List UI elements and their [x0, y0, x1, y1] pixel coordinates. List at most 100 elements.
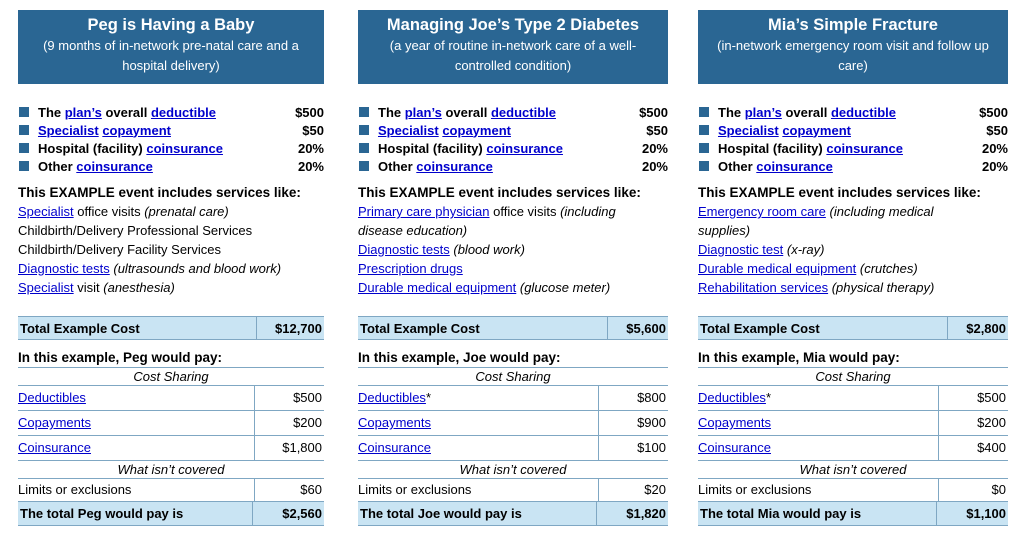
diagnostic-tests-link[interactable]: Diagnostic tests	[358, 242, 450, 257]
deductible-link[interactable]: deductible	[490, 104, 556, 120]
copayments-link[interactable]: Copayments	[698, 415, 771, 430]
square-bullet-icon	[699, 161, 709, 171]
limits-label: Limits or exclusions	[18, 482, 132, 497]
diagnostic-tests-link[interactable]: Diagnostic tests	[18, 261, 110, 276]
coinsurance-link[interactable]: Coinsurance	[698, 440, 771, 455]
cost-sharing-label: Cost Sharing	[698, 368, 1008, 386]
deductible-link[interactable]: deductible	[830, 104, 896, 120]
deductibles-link[interactable]: Deductibles	[698, 390, 766, 405]
event-line: supplies)	[698, 223, 751, 238]
prescription-drugs-link[interactable]: Prescription drugs	[358, 261, 463, 276]
event-line: Durable medical equipment (crutches)	[698, 261, 918, 276]
coinsurance-link[interactable]: coinsurance	[486, 140, 563, 156]
total-cost-value: $2,800	[947, 317, 1006, 339]
cost-row-deductibles: Deductibles* $800	[358, 386, 668, 411]
total-pay-value: $1,820	[596, 502, 666, 525]
event-line: Specialist visit (anesthesia)	[18, 280, 175, 295]
coinsurance-link[interactable]: Coinsurance	[358, 440, 431, 455]
plan-summary: The plan’s overall deductible $500 Speci…	[698, 103, 1008, 175]
copayment-link[interactable]: copayment	[782, 122, 851, 138]
rehabilitation-link[interactable]: Rehabilitation services	[698, 280, 829, 295]
limits-row: Limits or exclusions $60	[18, 479, 324, 502]
durable-equipment-link[interactable]: Durable medical equipment	[358, 280, 517, 295]
plan-summary: The plan’s overall deductible $500 Speci…	[358, 103, 668, 175]
coinsurance-link[interactable]: coinsurance	[756, 158, 833, 174]
plan-value: $50	[986, 122, 1008, 138]
deductible-link[interactable]: deductible	[150, 104, 216, 120]
deductibles-value: $800	[598, 386, 668, 410]
not-covered-label: What isn’t covered	[698, 461, 1008, 479]
events-list: Primary care physician office visits (in…	[358, 202, 668, 297]
diagnostic-test-link[interactable]: Diagnostic test	[698, 242, 784, 257]
coinsurance-link[interactable]: coinsurance	[416, 158, 493, 174]
example-header: Managing Joe’s Type 2 Diabetes (a year o…	[358, 10, 668, 84]
plan-value: 20%	[641, 158, 668, 174]
events-heading: This EXAMPLE event includes services lik…	[18, 185, 301, 200]
copayments-link[interactable]: Copayments	[358, 415, 431, 430]
cost-row-deductibles: Deductibles* $500	[698, 386, 1008, 411]
total-cost-value: $12,700	[256, 317, 322, 339]
durable-equipment-link[interactable]: Durable medical equipment	[698, 261, 857, 276]
plan-row-specialist: Specialist copayment $50	[18, 121, 324, 139]
square-bullet-icon	[699, 143, 709, 153]
copayment-link[interactable]: copayment	[442, 122, 511, 138]
primary-care-link[interactable]: Primary care physician	[358, 204, 490, 219]
coinsurance-link[interactable]: coinsurance	[146, 140, 223, 156]
emergency-room-link[interactable]: Emergency room care	[698, 204, 826, 219]
coinsurance-link[interactable]: coinsurance	[76, 158, 153, 174]
cost-row-copayments: Copayments $200	[18, 411, 324, 436]
example-header: Peg is Having a Baby (9 months of in-net…	[18, 10, 324, 84]
specialist-link[interactable]: Specialist	[38, 122, 99, 138]
cost-sharing-label: Cost Sharing	[358, 368, 668, 386]
plan-row-other: Other coinsurance 20%	[698, 157, 1008, 175]
copayments-value: $200	[254, 411, 324, 435]
example-subtitle: (a year of routine in-network care of a …	[389, 38, 637, 73]
copayments-link[interactable]: Copayments	[18, 415, 91, 430]
total-example-cost: Total Example Cost $5,600	[358, 316, 668, 340]
square-bullet-icon	[359, 125, 369, 135]
event-line: Diagnostic test (x-ray)	[698, 242, 825, 257]
limits-label: Limits or exclusions	[358, 482, 472, 497]
specialist-link[interactable]: Specialist	[18, 204, 74, 219]
event-line: Rehabilitation services (physical therap…	[698, 280, 935, 295]
example-title: Managing Joe’s Type 2 Diabetes	[386, 16, 640, 34]
copayments-value: $200	[938, 411, 1008, 435]
deductibles-link[interactable]: Deductibles	[358, 390, 426, 405]
specialist-link[interactable]: Specialist	[18, 280, 74, 295]
deductibles-value: $500	[938, 386, 1008, 410]
would-pay-heading: In this example, Peg would pay:	[18, 347, 324, 368]
copayment-link[interactable]: copayment	[102, 122, 171, 138]
cost-row-copayments: Copayments $900	[358, 411, 668, 436]
specialist-link[interactable]: Specialist	[718, 122, 779, 138]
limits-value: $0	[938, 479, 1008, 501]
event-line: Emergency room care (including medical	[698, 204, 934, 219]
events-list: Emergency room care (including medical s…	[698, 202, 1008, 297]
plan-link[interactable]: plan’s	[64, 104, 102, 120]
total-pay-value: $1,100	[936, 502, 1006, 525]
would-pay-heading: In this example, Mia would pay:	[698, 347, 1008, 368]
limits-value: $60	[254, 479, 324, 501]
not-covered-label: What isn’t covered	[18, 461, 324, 479]
plan-link[interactable]: plan’s	[744, 104, 782, 120]
plan-link[interactable]: plan’s	[404, 104, 442, 120]
plan-value: $50	[302, 122, 324, 138]
plan-row-hospital: Hospital (facility) coinsurance 20%	[18, 139, 324, 157]
square-bullet-icon	[699, 107, 709, 117]
deductibles-link[interactable]: Deductibles	[18, 390, 86, 405]
total-cost-label: Total Example Cost	[700, 320, 820, 336]
total-example-cost: Total Example Cost $2,800	[698, 316, 1008, 340]
specialist-link[interactable]: Specialist	[378, 122, 439, 138]
limits-row: Limits or exclusions $0	[698, 479, 1008, 502]
example-subtitle: (9 months of in-network pre-natal care a…	[43, 38, 299, 73]
limits-label: Limits or exclusions	[698, 482, 812, 497]
cost-row-copayments: Copayments $200	[698, 411, 1008, 436]
plan-value: 20%	[641, 140, 668, 156]
event-line: Diagnostic tests (blood work)	[358, 242, 525, 257]
coinsurance-link[interactable]: coinsurance	[826, 140, 903, 156]
total-pay-label: The total Mia would pay is	[700, 506, 862, 521]
plan-row-specialist: Specialist copayment $50	[698, 121, 1008, 139]
total-pay-value: $2,560	[252, 502, 322, 525]
coinsurance-link[interactable]: Coinsurance	[18, 440, 91, 455]
events-heading: This EXAMPLE event includes services lik…	[358, 185, 641, 200]
total-pay-row: The total Joe would pay is $1,820	[358, 502, 668, 526]
